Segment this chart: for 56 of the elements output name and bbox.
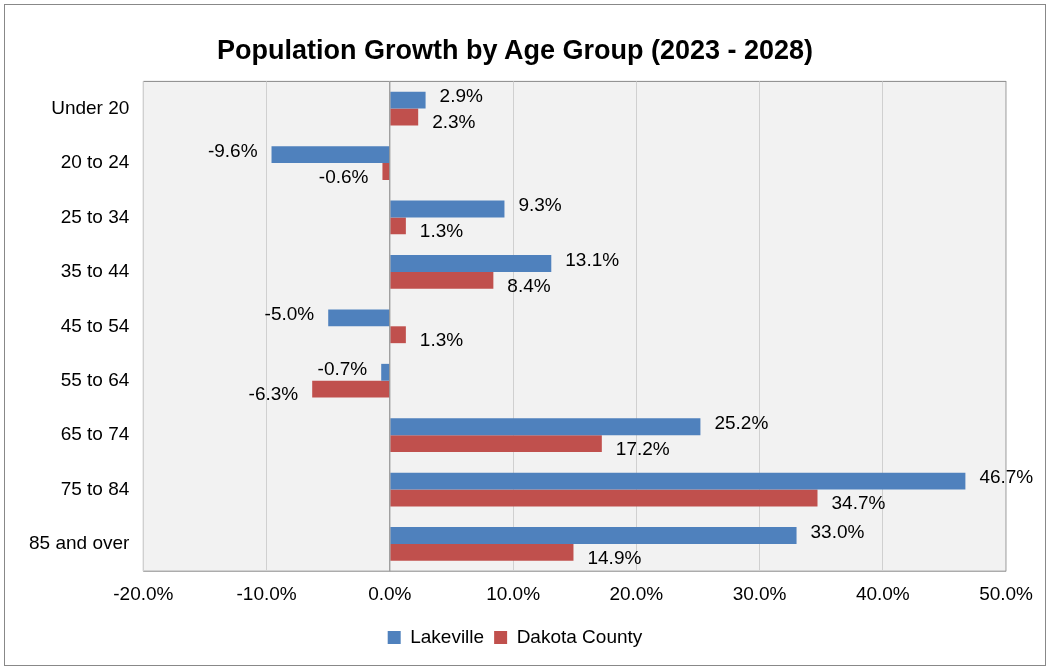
chart-title: Population Growth by Age Group (2023 - 2028) (216, 34, 814, 65)
data-label: -0.6% (318, 165, 369, 187)
bar (390, 200, 505, 218)
bar (381, 363, 390, 381)
bar (382, 163, 390, 180)
y-tick-label: 55 to 64 (60, 368, 130, 390)
data-label: 1.3% (419, 328, 464, 350)
y-tick-label: Under 20 (51, 96, 130, 118)
y-tick-label: 35 to 44 (60, 260, 130, 282)
bar (390, 217, 406, 235)
data-label: 34.7% (831, 492, 886, 514)
bar (390, 543, 574, 561)
data-label: 14.9% (587, 546, 642, 568)
x-tick-label: 0.0% (368, 582, 412, 604)
y-tick-label: 45 to 54 (60, 314, 130, 336)
y-tick-label: 20 to 24 (60, 151, 130, 173)
bar (390, 108, 419, 126)
bar (390, 527, 797, 544)
bar (390, 326, 406, 344)
data-label: -9.6% (207, 139, 258, 161)
data-label: 9.3% (518, 194, 562, 216)
bar (390, 418, 701, 436)
y-tick-label: 65 to 74 (60, 423, 130, 445)
bar (390, 255, 552, 272)
bar (271, 146, 390, 164)
bar (328, 309, 390, 327)
data-label: 33.0% (810, 520, 865, 542)
data-label: 46.7% (979, 466, 1034, 488)
y-tick-label: 25 to 34 (60, 205, 130, 227)
x-tick-label: -10.0% (236, 582, 297, 604)
x-tick-label: 50.0% (979, 582, 1034, 604)
y-tick-label: 85 and over (28, 532, 131, 554)
data-label: -0.7% (317, 357, 368, 379)
data-label: 17.2% (615, 437, 670, 459)
x-tick-label: 20.0% (609, 582, 664, 604)
legend-label: Lakeville (410, 625, 485, 647)
data-label: -6.3% (248, 383, 299, 405)
data-label: -5.0% (264, 303, 315, 325)
bar (390, 435, 602, 453)
x-tick-label: 10.0% (486, 582, 541, 604)
x-tick-label: 30.0% (732, 582, 787, 604)
data-label: 2.9% (439, 85, 483, 107)
bar (390, 91, 426, 109)
bar (390, 271, 494, 289)
x-tick-label: -20.0% (113, 582, 174, 604)
data-label: 8.4% (507, 274, 551, 296)
legend-label: Dakota County (516, 625, 643, 647)
data-label: 2.3% (432, 111, 476, 133)
bar (390, 489, 818, 507)
y-tick-label: 75 to 84 (60, 477, 130, 499)
data-label: 1.3% (419, 220, 464, 242)
data-label: 25.2% (714, 411, 769, 433)
bar (312, 380, 390, 398)
x-tick-label: 40.0% (855, 582, 910, 604)
bar (390, 472, 966, 490)
data-label: 13.1% (565, 248, 620, 270)
